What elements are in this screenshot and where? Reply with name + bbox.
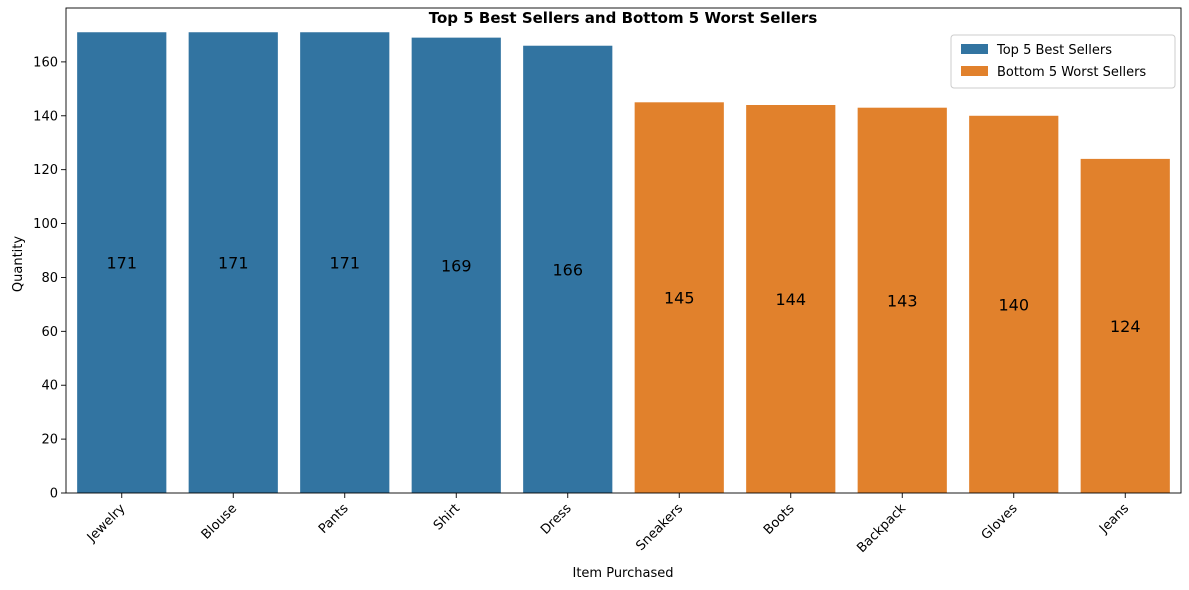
legend-label: Top 5 Best Sellers xyxy=(996,43,1112,58)
bar-boots xyxy=(746,105,836,493)
x-tick-label-pants: Pants xyxy=(316,501,352,537)
bar-value-label-blouse: 171 xyxy=(218,254,249,273)
x-axis-label: Item Purchased xyxy=(572,566,673,581)
y-tick-label: 100 xyxy=(33,217,58,232)
bar-gloves xyxy=(969,115,1059,494)
x-tick-label-blouse: Blouse xyxy=(199,501,240,542)
y-tick-label: 0 xyxy=(50,487,58,502)
y-tick-label: 60 xyxy=(41,325,58,340)
legend-box xyxy=(950,34,1176,89)
bar-blouse xyxy=(188,32,278,493)
bar-sneakers xyxy=(634,102,724,494)
bar-value-label-pants: 171 xyxy=(329,254,360,273)
x-tick-label-jewelry: Jewelry xyxy=(84,501,129,546)
y-tick-label: 40 xyxy=(41,379,58,394)
bar-dress xyxy=(523,45,613,493)
bar-shirt xyxy=(411,37,501,494)
y-tick-label: 20 xyxy=(41,433,58,448)
y-tick-label: 140 xyxy=(33,109,58,124)
y-axis: 0 20 40 60 80 100 120 140 160 xyxy=(33,55,66,502)
bar-jewelry xyxy=(77,32,167,493)
x-tick-label-dress: Dress xyxy=(538,501,575,538)
legend-label: Bottom 5 Worst Sellers xyxy=(997,65,1146,80)
x-tick-label-jeans: Jeans xyxy=(1096,501,1132,537)
x-tick-label-gloves: Gloves xyxy=(979,501,1021,543)
bar-labels-group: 171 171 171 169 166 145 144 143 140 124 xyxy=(106,254,1140,336)
x-tick-label-sneakers: Sneakers xyxy=(633,501,686,554)
x-tick-label-backpack: Backpack xyxy=(854,501,909,556)
bar-value-label-shirt: 169 xyxy=(441,256,472,275)
y-tick-label: 80 xyxy=(41,271,58,286)
chart-title: Top 5 Best Sellers and Bottom 5 Worst Se… xyxy=(429,9,818,27)
bar-value-label-jewelry: 171 xyxy=(106,254,137,273)
y-axis-label: Quantity xyxy=(11,236,26,292)
legend: Top 5 Best Sellers Bottom 5 Worst Sellers xyxy=(950,34,1176,89)
legend-swatch xyxy=(961,44,988,54)
bar-value-label-jeans: 124 xyxy=(1110,317,1141,336)
bar-value-label-boots: 144 xyxy=(775,290,806,309)
bars-group xyxy=(77,32,1170,494)
bar-value-label-dress: 166 xyxy=(552,260,583,279)
x-axis: Jewelry Blouse Pants Shirt Dress Sneakers Boot… xyxy=(84,493,1132,556)
bar-backpack xyxy=(857,107,947,493)
x-tick-label-boots: Boots xyxy=(761,501,798,538)
bar-jeans xyxy=(1080,158,1170,493)
y-tick-label: 160 xyxy=(33,55,58,70)
x-tick-label-shirt: Shirt xyxy=(431,501,463,533)
bar-value-label-backpack: 143 xyxy=(887,291,918,310)
bar-value-label-sneakers: 145 xyxy=(664,289,695,308)
bar-value-label-gloves: 140 xyxy=(998,295,1029,314)
legend-swatch xyxy=(961,66,988,76)
plot-frame xyxy=(65,7,1182,494)
y-tick-label: 120 xyxy=(33,163,58,178)
bar-pants xyxy=(300,32,390,493)
